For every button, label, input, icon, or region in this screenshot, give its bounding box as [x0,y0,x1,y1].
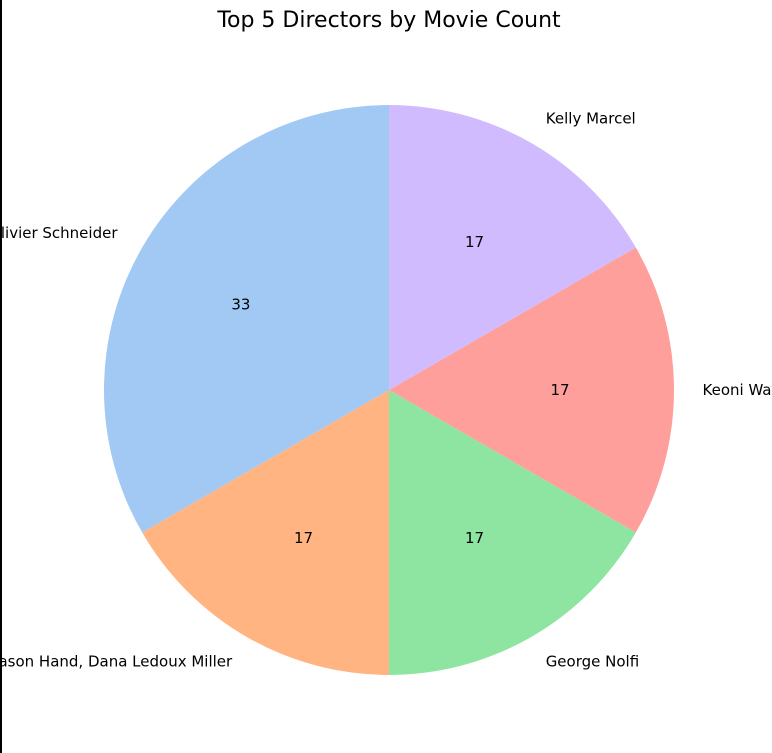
pie-slice [142,390,389,675]
pie-slice [389,105,636,390]
slice-value-label: 33 [231,296,250,314]
slice-category-label: Keoni Waxman [703,381,772,399]
pie-slice [103,105,389,533]
pie-slice [389,247,675,533]
pie-slice [389,390,636,675]
slice-value-label: 17 [465,233,484,251]
pie-labels: 33 Olivier Schneider 17 David G. Derrick Jr… [2,110,772,671]
slice-category-label: David G. Derrick Jr., Jason Hand, Dana L… [2,653,233,671]
chart-title: Top 5 Directors by Movie Count [216,8,561,33]
pie-slices [103,105,675,675]
slice-category-label: Olivier Schneider [2,224,118,242]
slice-value-label: 17 [465,529,484,547]
slice-value-label: 17 [550,381,569,399]
slice-value-label: 17 [294,529,313,547]
slice-category-label: Kelly Marcel [546,110,636,128]
slice-category-label: George Nolfi [546,653,639,671]
